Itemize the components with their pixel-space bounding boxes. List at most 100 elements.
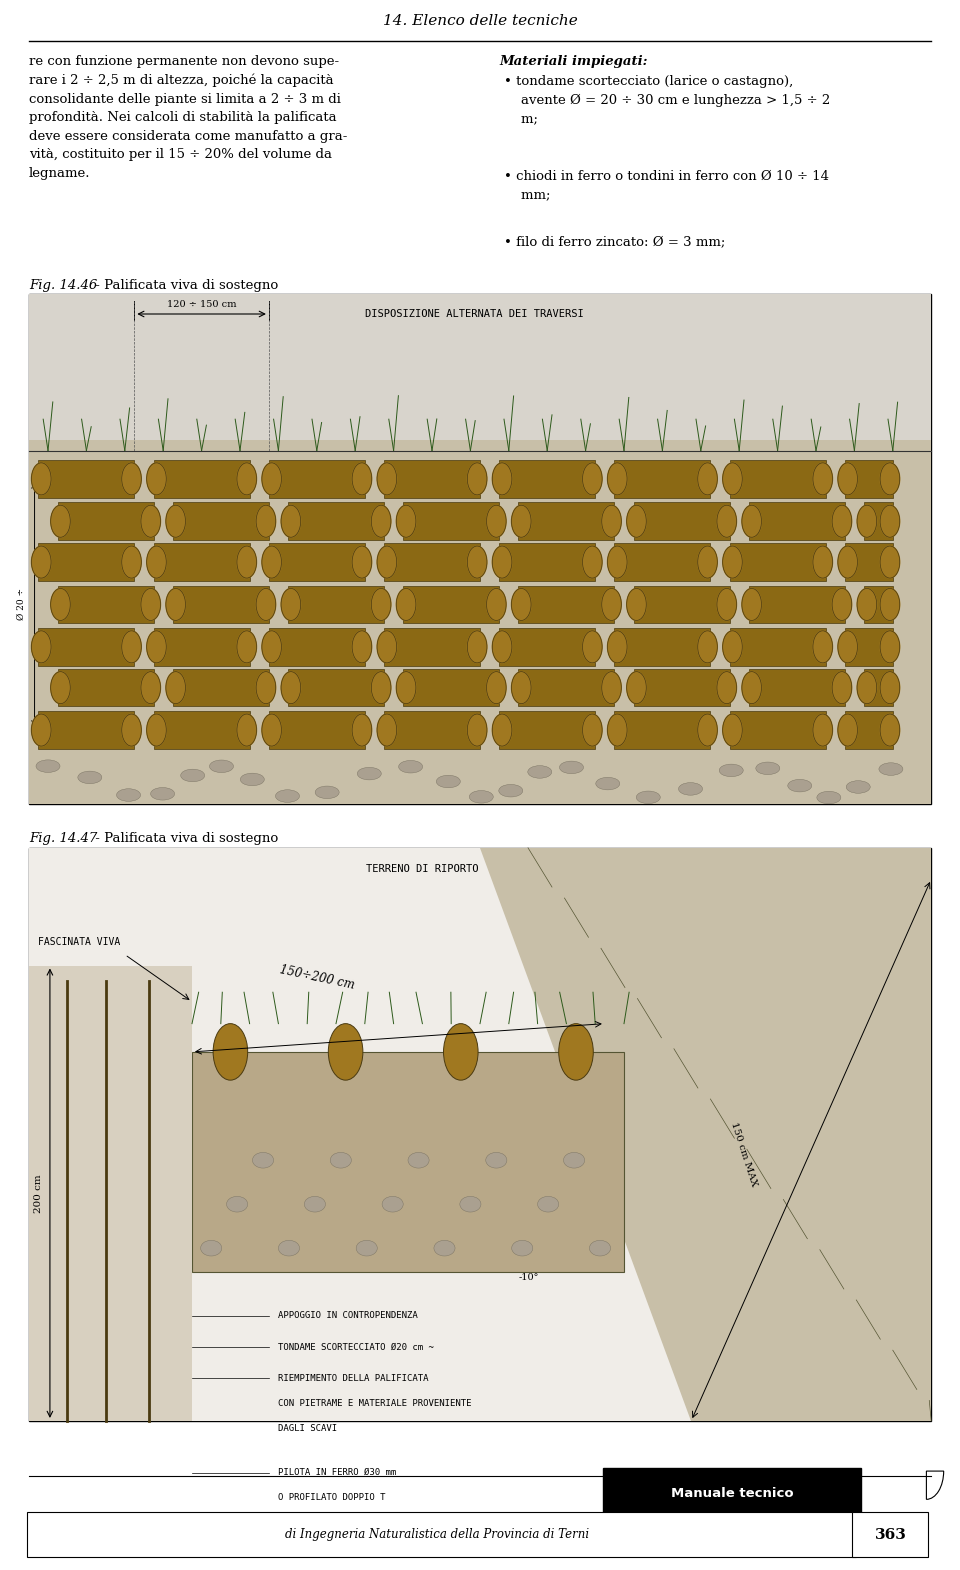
Text: - Palificata viva di sostegno: - Palificata viva di sostegno xyxy=(91,279,278,292)
Circle shape xyxy=(141,506,160,537)
Text: -10°: -10° xyxy=(518,1273,539,1283)
Ellipse shape xyxy=(408,1152,429,1168)
Circle shape xyxy=(166,506,185,537)
Circle shape xyxy=(813,714,832,746)
Circle shape xyxy=(492,463,512,495)
Polygon shape xyxy=(384,711,480,749)
Polygon shape xyxy=(749,502,845,540)
Polygon shape xyxy=(403,502,499,540)
Polygon shape xyxy=(38,628,134,666)
Circle shape xyxy=(880,546,900,578)
Circle shape xyxy=(880,714,900,746)
Circle shape xyxy=(698,463,717,495)
Circle shape xyxy=(602,672,621,703)
Polygon shape xyxy=(269,460,365,498)
Circle shape xyxy=(352,546,372,578)
Circle shape xyxy=(627,506,646,537)
Circle shape xyxy=(32,631,51,663)
Circle shape xyxy=(880,463,900,495)
Circle shape xyxy=(468,714,487,746)
Circle shape xyxy=(262,714,281,746)
Text: 120 ÷ 150 cm: 120 ÷ 150 cm xyxy=(167,300,236,309)
Circle shape xyxy=(32,463,51,495)
Text: APPOGGIO IN CONTROPENDENZA: APPOGGIO IN CONTROPENDENZA xyxy=(278,1311,419,1320)
Polygon shape xyxy=(288,502,384,540)
Circle shape xyxy=(487,672,506,703)
Polygon shape xyxy=(614,628,710,666)
Polygon shape xyxy=(518,502,614,540)
Polygon shape xyxy=(269,543,365,581)
Circle shape xyxy=(281,506,300,537)
Circle shape xyxy=(512,589,531,620)
Circle shape xyxy=(698,546,717,578)
Circle shape xyxy=(608,463,627,495)
Text: 200 cm: 200 cm xyxy=(34,1174,43,1212)
Circle shape xyxy=(880,672,900,703)
Polygon shape xyxy=(749,669,845,706)
Ellipse shape xyxy=(589,1240,611,1256)
Circle shape xyxy=(880,631,900,663)
Circle shape xyxy=(723,631,742,663)
Circle shape xyxy=(608,714,627,746)
Circle shape xyxy=(213,1024,248,1080)
Circle shape xyxy=(147,546,166,578)
Polygon shape xyxy=(58,669,154,706)
Circle shape xyxy=(838,463,857,495)
Circle shape xyxy=(262,631,281,663)
Ellipse shape xyxy=(78,771,102,783)
Ellipse shape xyxy=(528,766,552,779)
Ellipse shape xyxy=(560,761,584,774)
Circle shape xyxy=(857,672,876,703)
Polygon shape xyxy=(845,628,893,666)
Text: CON PIETRAME E MATERIALE PROVENIENTE: CON PIETRAME E MATERIALE PROVENIENTE xyxy=(278,1399,472,1408)
Circle shape xyxy=(444,1024,478,1080)
Circle shape xyxy=(122,631,141,663)
Circle shape xyxy=(166,672,185,703)
Circle shape xyxy=(377,631,396,663)
Text: 150 cm MAX: 150 cm MAX xyxy=(730,1121,758,1187)
Circle shape xyxy=(396,672,416,703)
Polygon shape xyxy=(864,669,893,706)
Circle shape xyxy=(328,1024,363,1080)
Polygon shape xyxy=(384,628,480,666)
Polygon shape xyxy=(288,586,384,623)
Circle shape xyxy=(627,672,646,703)
Polygon shape xyxy=(864,586,893,623)
Circle shape xyxy=(742,589,761,620)
Circle shape xyxy=(832,506,852,537)
Circle shape xyxy=(256,506,276,537)
Circle shape xyxy=(32,714,51,746)
Circle shape xyxy=(166,589,185,620)
Text: Manuale tecnico: Manuale tecnico xyxy=(671,1487,794,1499)
Ellipse shape xyxy=(382,1196,403,1212)
Ellipse shape xyxy=(36,760,60,772)
Text: re con funzione permanente non devono supe-
rare i 2 ÷ 2,5 m di altezza, poiché : re con funzione permanente non devono su… xyxy=(29,55,348,179)
Circle shape xyxy=(492,631,512,663)
Polygon shape xyxy=(403,586,499,623)
Circle shape xyxy=(122,714,141,746)
FancyBboxPatch shape xyxy=(27,1512,856,1557)
Ellipse shape xyxy=(315,787,339,799)
Circle shape xyxy=(512,672,531,703)
Circle shape xyxy=(559,1024,593,1080)
Polygon shape xyxy=(845,543,893,581)
Circle shape xyxy=(723,463,742,495)
Circle shape xyxy=(377,714,396,746)
Circle shape xyxy=(698,714,717,746)
Text: PILOTA IN FERRO Ø30 mm: PILOTA IN FERRO Ø30 mm xyxy=(278,1468,396,1477)
Text: • tondame scortecciato (larice o castagno),
    avente Ø = 20 ÷ 30 cm e lunghezz: • tondame scortecciato (larice o castagn… xyxy=(504,75,830,126)
Circle shape xyxy=(487,589,506,620)
Circle shape xyxy=(838,546,857,578)
Polygon shape xyxy=(29,966,192,1421)
Ellipse shape xyxy=(719,765,743,777)
Ellipse shape xyxy=(679,782,703,794)
Ellipse shape xyxy=(276,790,300,802)
Ellipse shape xyxy=(512,1240,533,1256)
Polygon shape xyxy=(173,669,269,706)
Polygon shape xyxy=(29,848,931,1421)
Wedge shape xyxy=(926,1471,944,1499)
Ellipse shape xyxy=(460,1196,481,1212)
Ellipse shape xyxy=(180,769,204,782)
Ellipse shape xyxy=(486,1152,507,1168)
Ellipse shape xyxy=(357,768,381,780)
